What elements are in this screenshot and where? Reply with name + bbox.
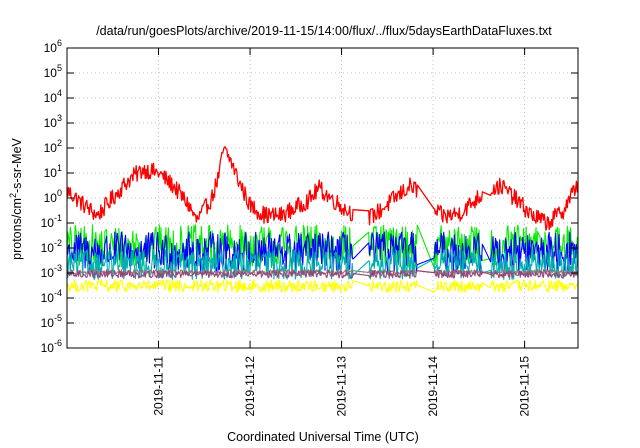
y-tick-label: 10-1 [41,213,62,230]
y-tick-label: 10-6 [41,338,62,355]
y-tick-exponent: -2 [54,238,62,248]
y-tick-label: 10-4 [41,288,62,305]
y-tick-exponent: -4 [54,288,62,298]
series-line-1 [66,146,579,231]
y-tick-labels: 10-610-510-410-310-210-11001011021031041… [41,38,62,355]
y-tick-label: 10-3 [41,263,62,280]
y-tick-label: 106 [44,38,62,55]
y-tick-label: 10-2 [41,238,62,255]
y-tick-base: 10 [41,266,55,280]
y-tick-label: 103 [44,113,62,130]
x-tick-labels: 2019-11-11 2019-11-12 2019-11-13 2019-11-14… [152,356,532,417]
y-tick-base: 10 [44,166,58,180]
y-tick-label: 104 [44,88,62,105]
y-tick-exponent: -3 [54,263,62,273]
chart-title: /data/run/goesPlots/archive/2019-11-15/1… [96,24,552,38]
y-axis-label-base: protons/cm [10,198,24,260]
y-tick-base: 10 [41,316,55,330]
y-axis-label-sup: 2 [8,193,18,198]
y-tick-exponent: 5 [57,63,62,73]
y-tick-exponent: 2 [57,138,62,148]
y-tick-base: 10 [41,216,55,230]
x-tick-label: 2019-11-12 [243,356,257,417]
x-tick-label: 2019-11-14 [426,356,440,417]
y-tick-exponent: -6 [54,338,62,348]
y-tick-base: 10 [44,191,58,205]
y-tick-label: 100 [44,188,62,205]
series-line-7 [66,269,579,279]
y-tick-exponent: 4 [57,88,62,98]
x-tick-label: 2019-11-13 [335,356,349,417]
y-tick-base: 10 [44,66,58,80]
x-tick-label: 2019-11-11 [152,356,166,416]
y-tick-base: 10 [41,291,55,305]
axis-ticks [67,47,578,349]
y-tick-base: 10 [44,141,58,155]
y-tick-exponent: 1 [57,163,62,173]
y-tick-exponent: 6 [57,38,62,48]
y-tick-label: 102 [44,138,62,155]
y-tick-base: 10 [44,91,58,105]
series-line-3 [66,231,579,273]
y-tick-label: 105 [44,63,62,80]
y-tick-exponent: 3 [57,113,62,123]
y-axis-label-rest: -s-sr-MeV [10,137,24,193]
x-tick-label: 2019-11-15 [518,356,532,417]
y-tick-label: 101 [44,163,62,180]
y-tick-base: 10 [44,116,58,130]
y-tick-base: 10 [41,241,55,255]
series-layer [66,146,579,293]
x-axis-label: Coordinated Universal Time (UTC) [227,430,419,444]
series-line-5 [66,279,579,293]
y-tick-exponent: -1 [54,213,62,223]
y-tick-exponent: 0 [57,188,62,198]
series-line-4 [66,248,579,280]
y-tick-exponent: -5 [54,313,62,323]
y-tick-base: 10 [44,41,58,55]
y-tick-label: 10-5 [41,313,62,330]
y-axis-label: protons/cm2-s-sr-MeV [8,137,24,259]
y-tick-base: 10 [41,341,55,355]
